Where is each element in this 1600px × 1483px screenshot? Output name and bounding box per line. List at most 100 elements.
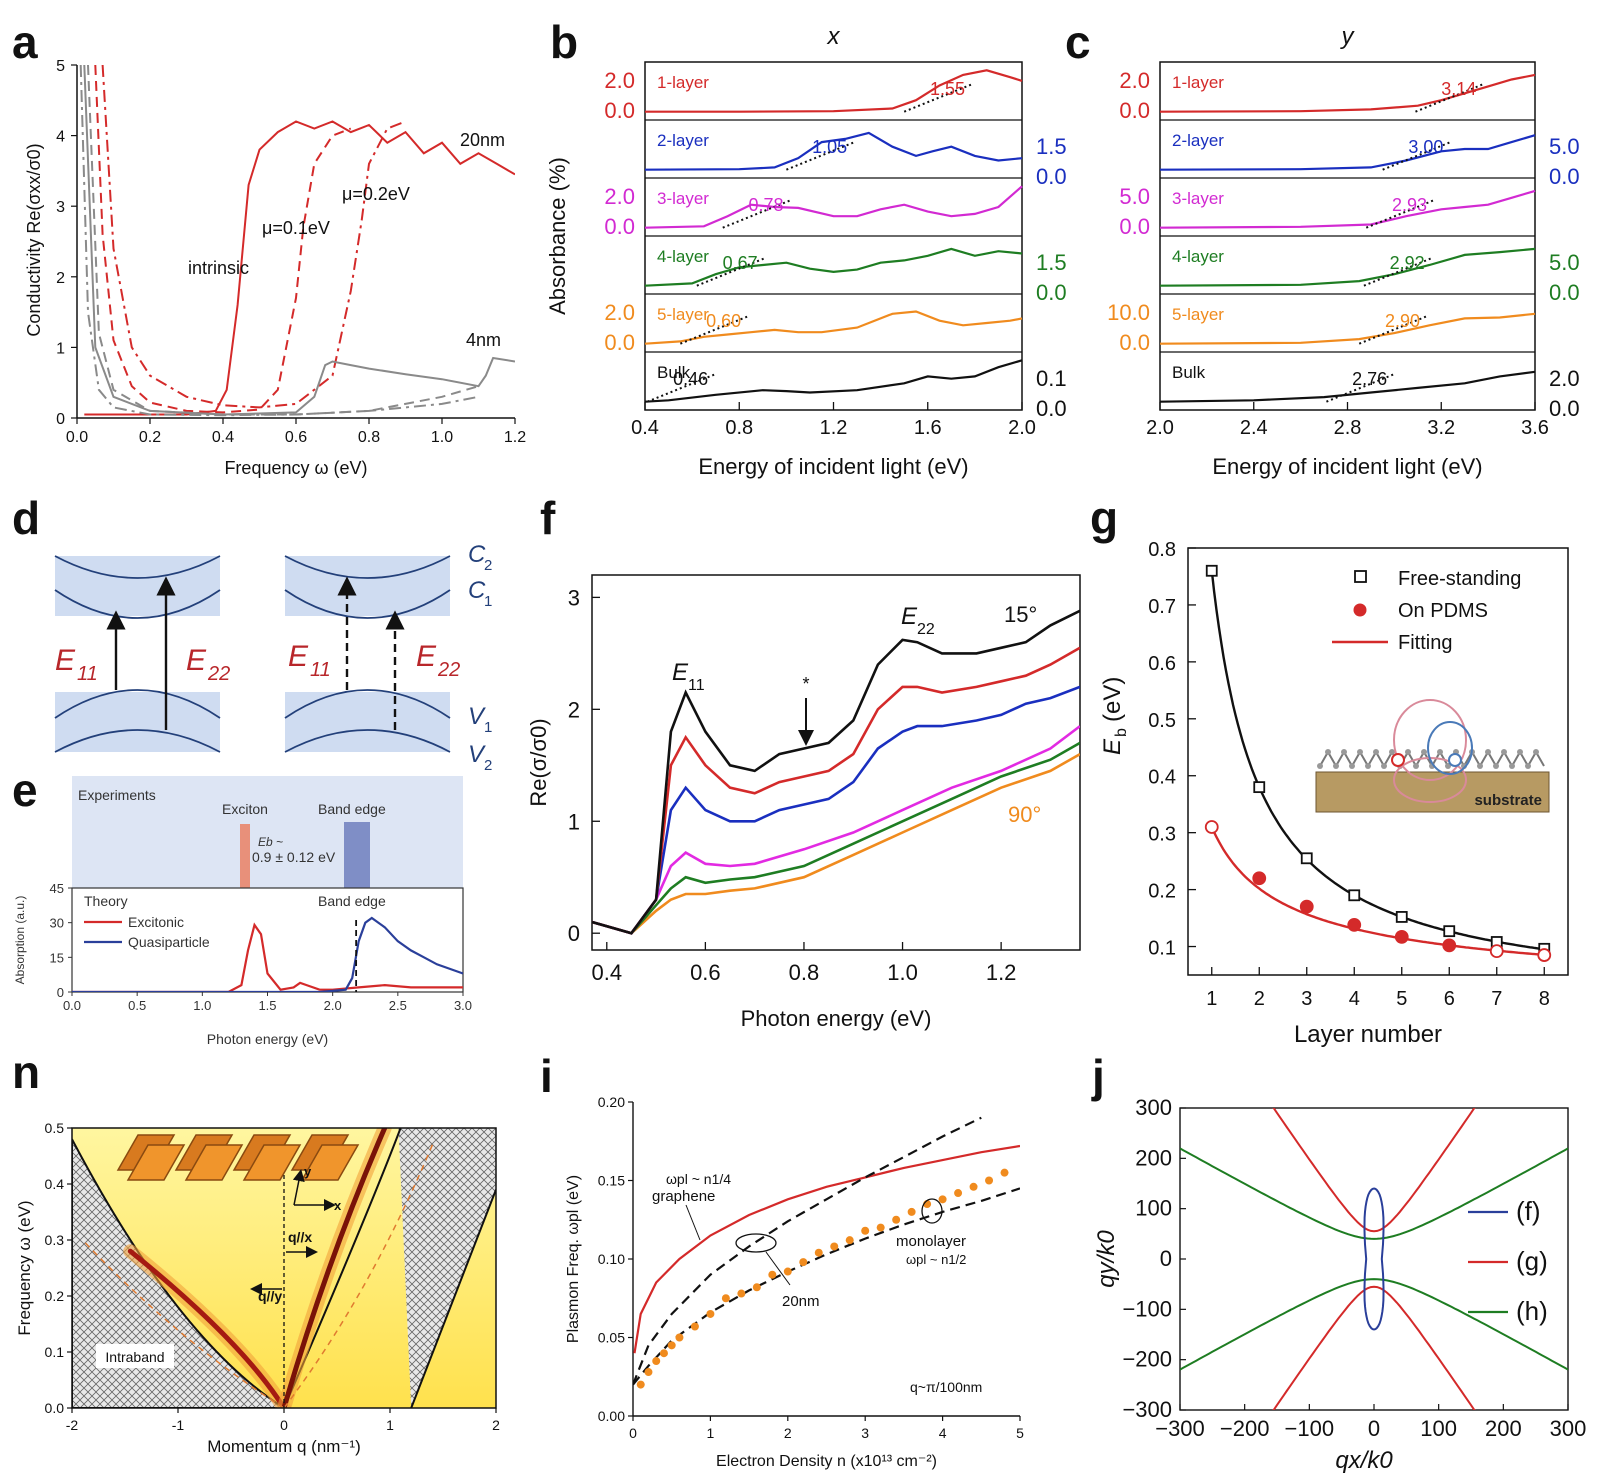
band-shading xyxy=(55,692,220,752)
lattice-atom xyxy=(1349,763,1355,769)
band-shading xyxy=(285,556,450,616)
panel-b: b x1-layer 1.552.00.02-layer 1.05 1.50.03-la… xyxy=(545,16,1067,479)
intraband-region-right xyxy=(398,1128,496,1408)
right-tick-label: 0.0 xyxy=(1036,280,1067,305)
curve-g xyxy=(1272,1108,1476,1233)
legend-label: Quasiparticle xyxy=(128,934,210,950)
band-curve xyxy=(54,729,221,753)
x-axis-label: Energy of incident light (eV) xyxy=(1212,454,1482,479)
point-on-pdms xyxy=(1394,929,1409,944)
substrate-label: substrate xyxy=(1474,792,1542,809)
annotation-ellipse xyxy=(735,1233,777,1253)
legend-label: Free-standing xyxy=(1398,568,1521,590)
peak-label-e11: E xyxy=(672,659,689,686)
row-curve xyxy=(1159,73,1536,113)
x-axis-label: Energy of incident light (eV) xyxy=(698,454,968,479)
eb-value: 0.9 ± 0.12 eV xyxy=(252,849,336,865)
data-point xyxy=(830,1242,839,1251)
data-point xyxy=(721,1294,730,1303)
fit-dashed-x xyxy=(283,1144,434,1408)
x-tick-label: −200 xyxy=(1220,1416,1270,1441)
x-tick-label: 0.2 xyxy=(139,429,161,446)
row-curve xyxy=(1159,370,1536,403)
lattice-atom xyxy=(1437,749,1443,755)
panel-title: y xyxy=(1340,23,1356,50)
y-axis-label: Re(σ/σ0) xyxy=(526,718,551,806)
data-point xyxy=(876,1223,885,1232)
exciton-label: Exciton xyxy=(222,801,268,817)
series-line xyxy=(592,646,1080,935)
x-tick-label: 1.2 xyxy=(986,960,1017,985)
row-curve xyxy=(645,69,1023,113)
x-tick-label: 2 xyxy=(1254,988,1265,1010)
lattice-ribbon xyxy=(242,1144,302,1181)
y-tick-label: 2 xyxy=(568,697,580,722)
y-tick-label: 3 xyxy=(568,585,580,610)
data-point xyxy=(652,1357,661,1366)
x-tick-label: 0.8 xyxy=(789,960,820,985)
extrapolation-line xyxy=(1365,199,1435,229)
lattice-atom xyxy=(1413,763,1419,769)
lattice-atom xyxy=(1389,749,1395,755)
intraband-label: Intraband xyxy=(105,1349,164,1365)
transition-label-subscript: 11 xyxy=(310,659,331,681)
row-curve xyxy=(644,247,1023,287)
extrapolation-line xyxy=(722,199,792,229)
lattice-atom xyxy=(1509,763,1515,769)
theory-title: Theory xyxy=(84,893,128,909)
panel-label: n xyxy=(12,1046,40,1098)
band-edge-bar xyxy=(344,822,370,888)
lattice-atom xyxy=(1501,749,1507,755)
fit-free-standing xyxy=(1210,570,1545,950)
left-tick-label: 0.0 xyxy=(604,330,635,355)
x-tick-label: 3.0 xyxy=(454,998,472,1013)
series-group xyxy=(633,1116,1020,1389)
legend-label: On PDMS xyxy=(1398,600,1488,622)
x-tick-label: 0 xyxy=(280,1417,288,1433)
curve-f xyxy=(1363,1187,1385,1331)
annotation-mu02: μ=0.2eV xyxy=(342,184,410,204)
x-tick-label: 2.0 xyxy=(1008,417,1036,439)
y-tick-label: 3 xyxy=(56,199,65,216)
data-point xyxy=(861,1226,870,1235)
y-tick-label: 0 xyxy=(56,411,65,428)
row-curve xyxy=(644,131,1023,171)
panel-title: x xyxy=(827,23,841,50)
y-tick-label: 0.4 xyxy=(45,1176,65,1192)
point-on-pdms xyxy=(1347,917,1362,932)
left-tick-label: 0.0 xyxy=(1119,214,1150,239)
x-tick-label: 1.5 xyxy=(258,998,276,1013)
panel-label: e xyxy=(12,764,38,816)
data-point xyxy=(636,1380,645,1389)
band-curve xyxy=(284,729,451,753)
data-point xyxy=(752,1283,761,1292)
x-axis-label: qx/k0 xyxy=(1335,1447,1393,1474)
y-tick-label: 0 xyxy=(1160,1246,1172,1271)
data-point xyxy=(768,1270,777,1279)
point-on-pdms xyxy=(1204,820,1219,834)
x-tick-label: 4 xyxy=(1349,988,1360,1010)
y-tick-label: 0 xyxy=(568,921,580,946)
data-point xyxy=(659,1349,668,1358)
row-name: 4-layer xyxy=(657,247,709,266)
plot-frame xyxy=(591,574,1081,951)
y-tick-label: 0.05 xyxy=(598,1330,625,1346)
x-tick-label: 1 xyxy=(707,1425,715,1441)
boundary-line xyxy=(410,1189,496,1408)
x-axis-label: Electron Density n (x10¹³ cm⁻²) xyxy=(716,1453,937,1470)
series-group xyxy=(592,609,1080,935)
series-line xyxy=(72,922,463,992)
x-axis-label: Momentum q (nm⁻¹) xyxy=(207,1437,361,1456)
row-curve xyxy=(1159,312,1536,345)
x-tick-label: 3.2 xyxy=(1427,417,1455,439)
panel-n: n Intraband q//x q//y x y -2 -1 0 1 2 0.0 0.1 0.2 0.3 0… xyxy=(12,1046,500,1456)
lattice-atom xyxy=(1405,749,1411,755)
axis-arrow-y xyxy=(292,1169,305,1206)
x-tick-label: 2.0 xyxy=(324,998,342,1013)
x-tick-label: 0 xyxy=(629,1425,637,1441)
axis-x-label: x xyxy=(334,1198,342,1213)
lattice-atom xyxy=(1517,749,1523,755)
series-line xyxy=(592,609,1080,935)
lattice-atom xyxy=(1317,763,1323,769)
q-y-label: q//y xyxy=(258,1288,282,1304)
